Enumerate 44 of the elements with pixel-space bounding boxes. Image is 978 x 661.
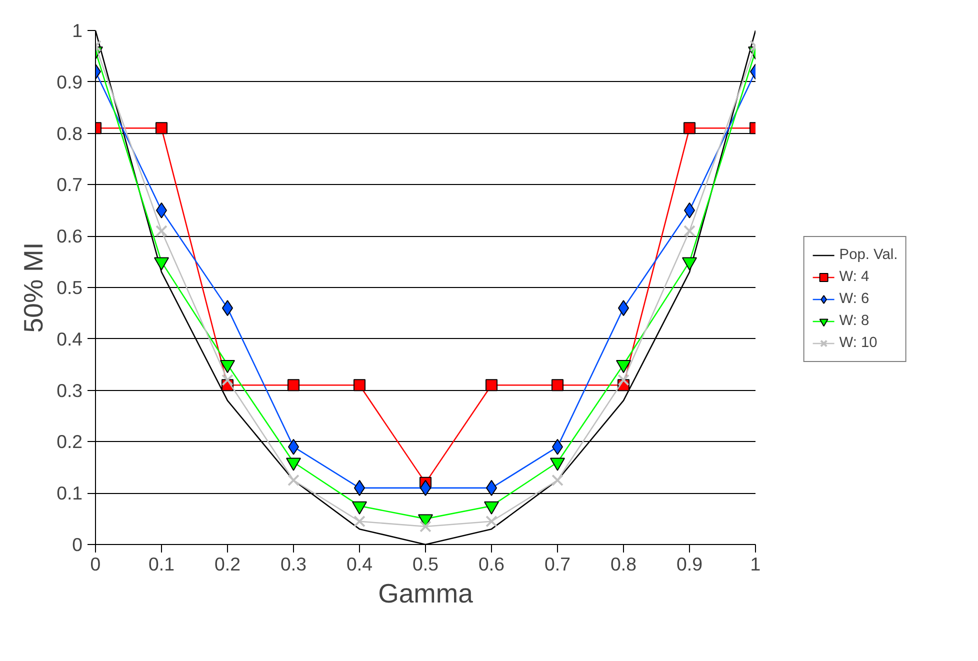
point — [684, 225, 696, 237]
y-tick-label: 0.9 — [56, 71, 83, 92]
y-tick-label: 0.8 — [56, 122, 83, 144]
point — [156, 225, 168, 237]
legend-label: Pop. Val. — [839, 246, 898, 262]
y-tick-label: 0.7 — [56, 174, 83, 196]
legend-label: W: 6 — [839, 290, 870, 306]
point — [222, 374, 234, 386]
x-tick-label: 0.3 — [280, 554, 306, 574]
y-tick-label: 0 — [72, 534, 83, 555]
x-tick-label: 1 — [750, 554, 761, 574]
point — [420, 520, 432, 532]
point — [288, 474, 300, 486]
x-tick-label: 0.2 — [214, 554, 240, 574]
point — [354, 515, 366, 528]
legend-label: W: 8 — [839, 312, 870, 328]
point — [552, 379, 564, 392]
x-tick-label: 0.8 — [610, 554, 636, 574]
point — [552, 474, 564, 486]
x-tick-label: 0.6 — [478, 554, 504, 574]
point — [288, 379, 300, 392]
y-tick-label: 0.6 — [56, 226, 83, 247]
x-tick-label: 0 — [90, 554, 101, 574]
y-tick-label: 0.3 — [56, 380, 83, 401]
point — [156, 122, 168, 134]
point — [618, 374, 630, 386]
y-tick-label: 0.4 — [56, 328, 83, 350]
x-axis-title: Gamma — [378, 578, 474, 608]
x-tick-label: 0.7 — [544, 554, 570, 574]
x-tick-label: 0.5 — [412, 554, 438, 574]
x-tick-label: 0.4 — [346, 554, 372, 574]
point — [486, 515, 498, 528]
legend-label: W: 4 — [839, 268, 870, 284]
point — [354, 379, 366, 392]
y-tick-label: 0.5 — [56, 277, 83, 298]
y-tick-label: 1 — [72, 20, 83, 41]
x-tick-label: 0.1 — [148, 554, 174, 574]
point — [486, 379, 498, 392]
x-tick-label: 0.9 — [676, 554, 702, 574]
y-tick-label: 0.1 — [56, 482, 83, 504]
y-axis-title: 50% MI — [18, 242, 49, 333]
y-tick-label: 0.2 — [56, 431, 83, 452]
legend-label: W: 10 — [839, 334, 878, 350]
point — [684, 122, 696, 134]
